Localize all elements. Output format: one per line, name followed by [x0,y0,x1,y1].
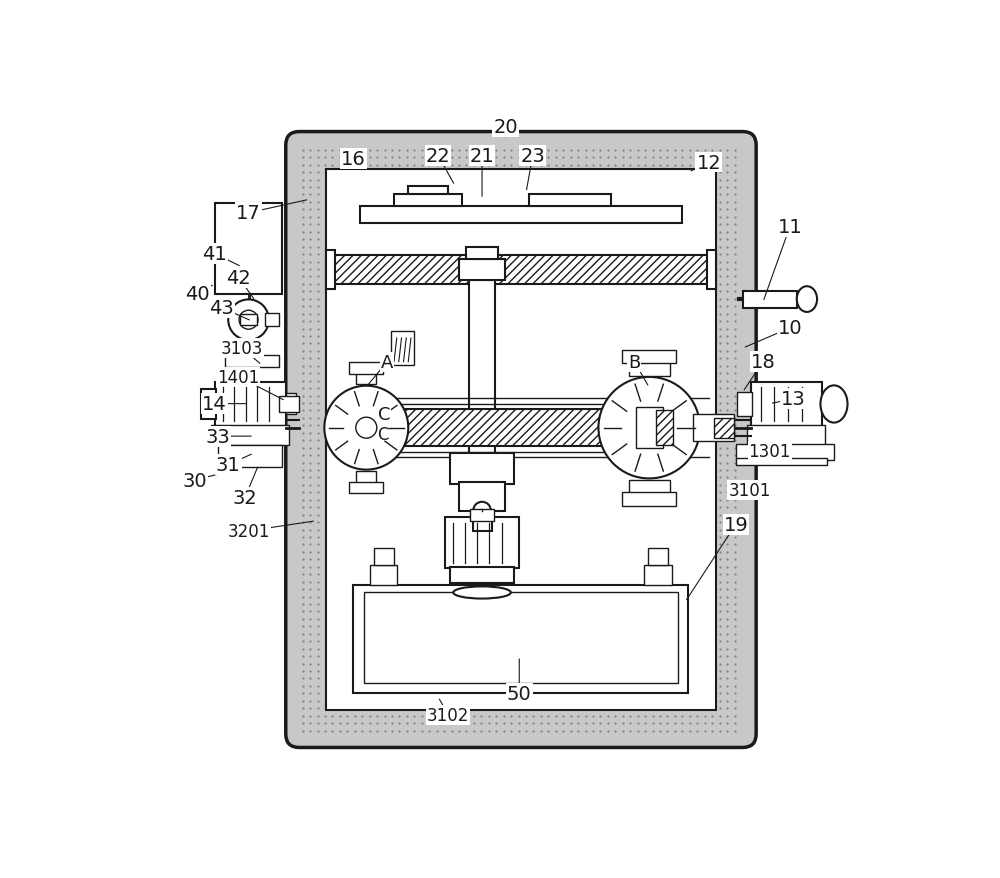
Bar [394,195,462,207]
Bar [286,394,296,414]
Bar [349,482,383,493]
Bar [450,454,514,484]
Text: A: A [381,353,393,371]
Text: 43: 43 [209,299,234,318]
Bar [360,207,682,224]
Ellipse shape [453,587,511,599]
Text: 17: 17 [236,204,261,223]
Bar [450,567,514,583]
Text: 23: 23 [520,147,545,166]
Bar [648,548,668,565]
Bar [225,356,279,368]
Text: 50: 50 [507,684,532,703]
Text: 12: 12 [696,154,721,172]
Bar [391,332,414,365]
Ellipse shape [797,287,817,313]
Bar [366,409,682,447]
Bar [629,363,670,376]
Bar [349,363,383,374]
Bar [529,195,611,207]
Ellipse shape [820,386,848,423]
Bar [736,444,834,460]
Bar [636,408,663,449]
Text: 11: 11 [778,218,802,236]
Text: 3201: 3201 [227,522,270,540]
Bar [364,592,678,683]
Bar [693,414,734,442]
Text: 19: 19 [723,515,748,534]
Circle shape [239,311,258,330]
Text: 18: 18 [751,353,775,371]
Text: 42: 42 [226,269,251,287]
Text: 16: 16 [341,150,366,169]
Text: B: B [628,353,640,371]
Bar [265,313,279,327]
FancyBboxPatch shape [326,169,716,710]
Text: 32: 32 [233,488,258,507]
Bar [751,383,822,427]
Text: 30: 30 [182,471,207,490]
Bar [622,350,676,364]
Bar [737,392,752,416]
Bar [736,459,827,465]
Text: 40: 40 [185,285,210,304]
Bar [374,548,394,565]
Bar [356,471,376,484]
Text: 3102: 3102 [427,706,469,724]
Bar [470,509,494,522]
Bar [459,483,505,511]
Text: 1401: 1401 [217,368,260,386]
Circle shape [473,502,491,520]
Bar [370,565,397,586]
Bar [629,480,670,493]
Bar [747,425,825,445]
Bar [459,260,505,281]
Text: 22: 22 [426,147,450,166]
Text: 13: 13 [781,390,806,409]
Bar [326,256,716,284]
Bar [743,291,797,308]
Bar [279,396,299,413]
Circle shape [228,300,269,341]
Bar [240,315,257,326]
Text: C: C [378,406,390,423]
Bar [211,425,289,445]
Text: 3101: 3101 [728,482,771,500]
Bar [469,281,495,484]
Text: C: C [377,426,389,444]
Text: 1301: 1301 [749,443,791,460]
Bar [473,518,492,531]
Bar [408,186,448,195]
Bar [707,251,716,290]
Bar [622,493,676,506]
Bar [714,418,734,438]
Bar [466,248,498,260]
Text: 20: 20 [493,118,518,136]
Bar [644,565,672,586]
Bar [215,204,282,295]
Text: 21: 21 [470,147,494,166]
Circle shape [324,386,408,470]
Bar [326,251,335,290]
Bar [353,586,688,694]
Text: 41: 41 [202,245,227,263]
Text: 33: 33 [206,427,230,446]
Text: 31: 31 [216,456,241,474]
Text: 3103: 3103 [221,340,263,357]
Bar [201,389,216,420]
Circle shape [598,378,700,479]
Text: 14: 14 [202,395,227,414]
Bar [656,410,673,446]
Bar [356,373,376,385]
Circle shape [356,418,377,439]
FancyBboxPatch shape [286,133,756,748]
Bar [215,383,286,427]
Bar [445,518,519,568]
Text: 10: 10 [778,319,802,338]
Bar [218,445,282,467]
